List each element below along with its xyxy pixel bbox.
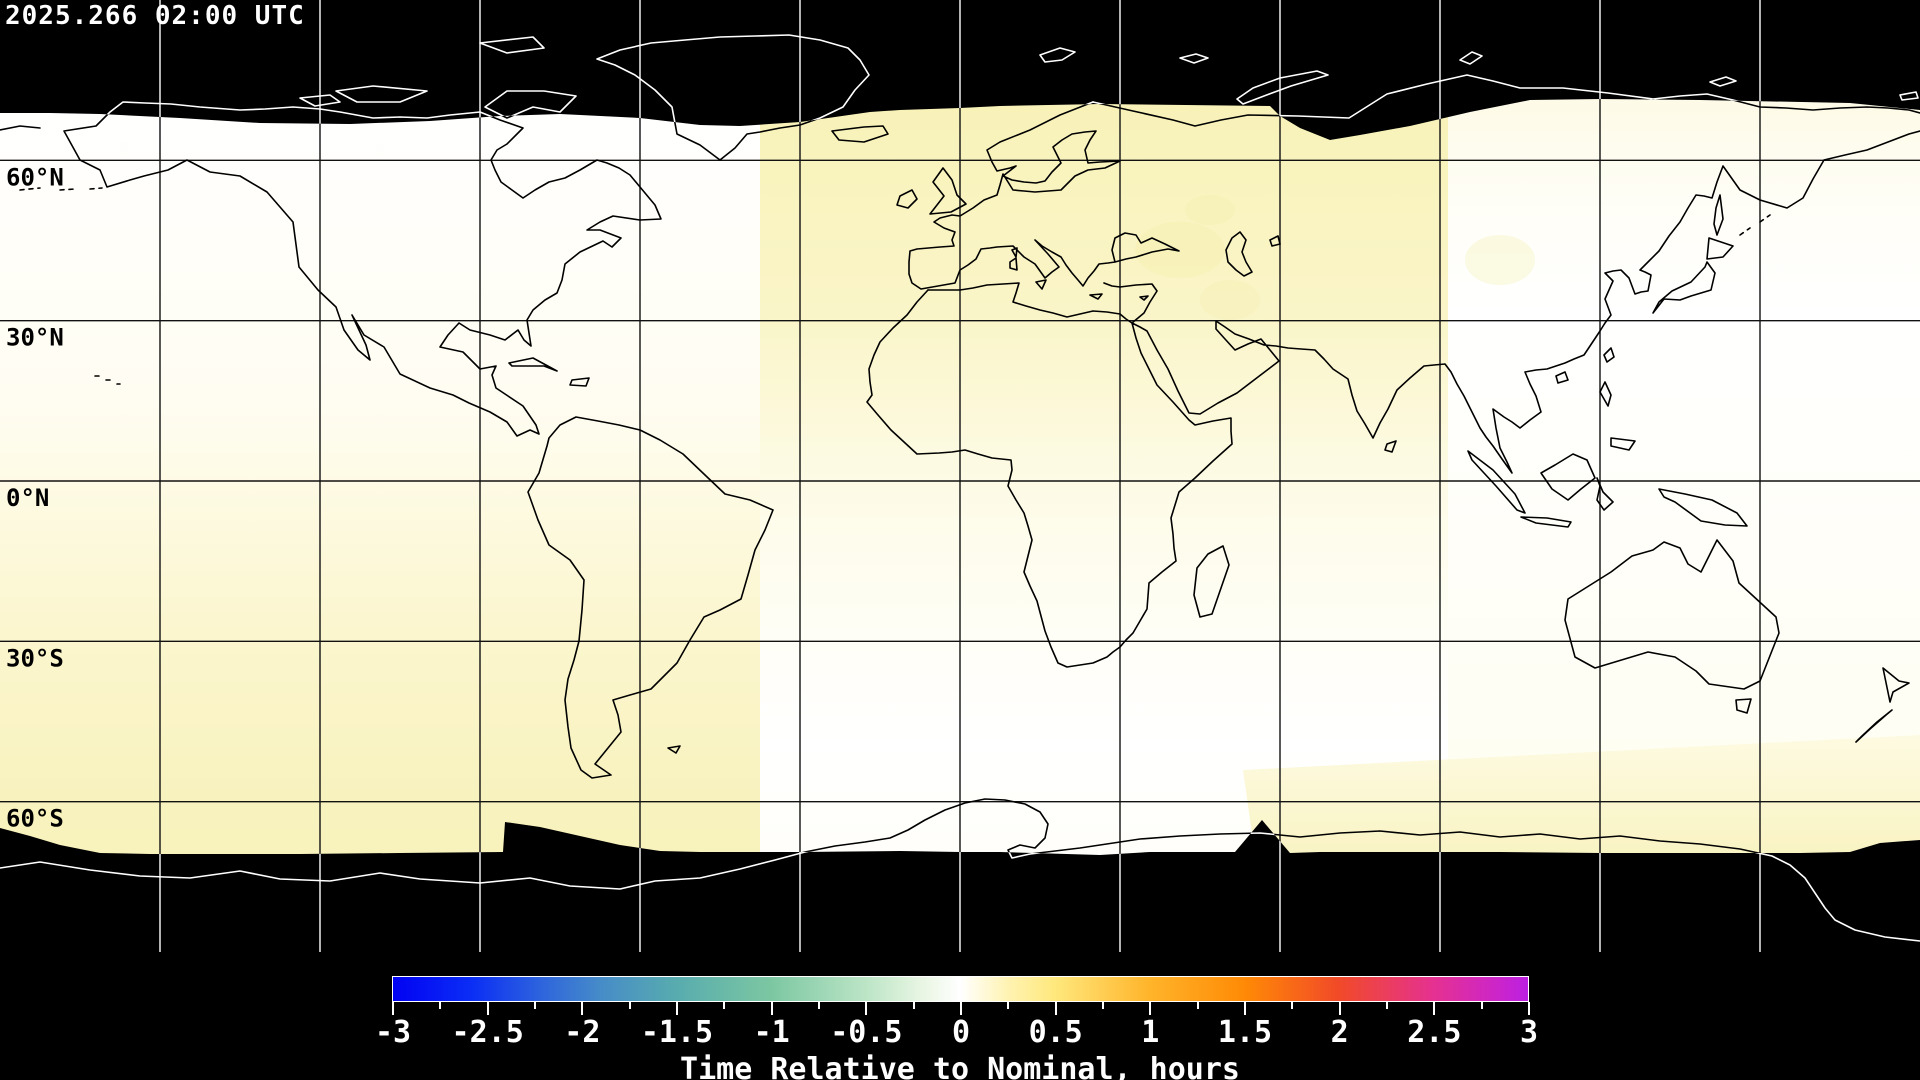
colorbar-tick-label: -1 xyxy=(753,1015,790,1050)
latitude-labels: 60°N 30°N 0°N 30°S 60°S xyxy=(6,163,64,832)
swath-southeast xyxy=(1243,735,1920,862)
colorbar-minor-tick xyxy=(912,1002,915,1009)
colorbar-tick-label: 0.5 xyxy=(1028,1015,1083,1050)
colorbar-tick-label: -3 xyxy=(374,1015,412,1050)
data-swath-bands xyxy=(0,95,1920,962)
colorbar-major-tick xyxy=(486,1002,489,1015)
colorbar-minor-tick xyxy=(1196,1002,1199,1009)
colorbar-major-tick xyxy=(1338,1002,1341,1015)
colorbar-tick-label: 2 xyxy=(1330,1015,1349,1050)
colorbar-tick-label: 2.5 xyxy=(1407,1015,1462,1050)
colorbar-major-tick xyxy=(770,1002,773,1015)
colorbar-tick-label: 0 xyxy=(951,1015,971,1050)
latitude-label: 0°N xyxy=(6,484,49,512)
colorbar-tick-label: 1 xyxy=(1141,1015,1160,1050)
colorbar-minor-tick xyxy=(628,1002,631,1009)
colorbar-tick-label: -0.5 xyxy=(830,1015,903,1050)
colorbar-minor-tick xyxy=(1291,1002,1294,1009)
colorbar: -3 -2.5 -2 -1.5 -1 -0.5 0 0.5 1 1.5 2 2.5 3 Time Rel… xyxy=(0,962,1920,1080)
latitude-label: 60°S xyxy=(6,805,64,833)
colorbar-major-tick xyxy=(1244,1002,1246,1015)
colorbar-minor-tick xyxy=(723,1002,726,1009)
colorbar-title: Time Relative to Nominal, hours xyxy=(680,1052,1240,1080)
colorbar-major-tick xyxy=(1433,1002,1436,1015)
timestamp: 2025.266 02:00 UTC xyxy=(5,1,305,31)
colorbar-minor-tick xyxy=(818,1002,820,1009)
colorbar-major-tick xyxy=(676,1002,678,1015)
latitude-label: 30°S xyxy=(6,644,64,672)
colorbar-major-tick xyxy=(960,1002,962,1015)
colorbar-minor-tick xyxy=(1102,1002,1104,1009)
colorbar-minor-tick xyxy=(439,1002,442,1009)
colorbar-tick-label: -2 xyxy=(564,1015,601,1050)
graticule-dark xyxy=(0,0,1920,962)
colorbar-gradient xyxy=(392,976,1529,1002)
colorbar-tick-label: 3 xyxy=(1519,1015,1539,1050)
colorbar-major-tick xyxy=(865,1002,868,1015)
colorbar-major-tick xyxy=(1528,1002,1530,1015)
colorbar-minor-tick xyxy=(1386,1002,1388,1009)
latitude-label: 60°N xyxy=(6,163,64,191)
colorbar-minor-tick xyxy=(1007,1002,1010,1009)
latitude-label: 30°N xyxy=(6,324,64,352)
speckle-patches xyxy=(1135,195,1535,320)
colorbar-major-tick xyxy=(1054,1002,1057,1015)
colorbar-tick-label: 1.5 xyxy=(1217,1015,1273,1050)
colorbar-major-tick xyxy=(1149,1002,1152,1015)
colorbar-major-tick xyxy=(392,1002,394,1015)
colorbar-minor-tick xyxy=(534,1002,536,1009)
world-map: 60°N 30°N 0°N 30°S 60°S xyxy=(0,0,1920,962)
colorbar-tick-label: -2.5 xyxy=(451,1015,524,1050)
colorbar-minor-tick xyxy=(1480,1002,1483,1009)
colorbar-major-tick xyxy=(581,1002,584,1015)
colorbar-tick-label: -1.5 xyxy=(640,1015,714,1050)
